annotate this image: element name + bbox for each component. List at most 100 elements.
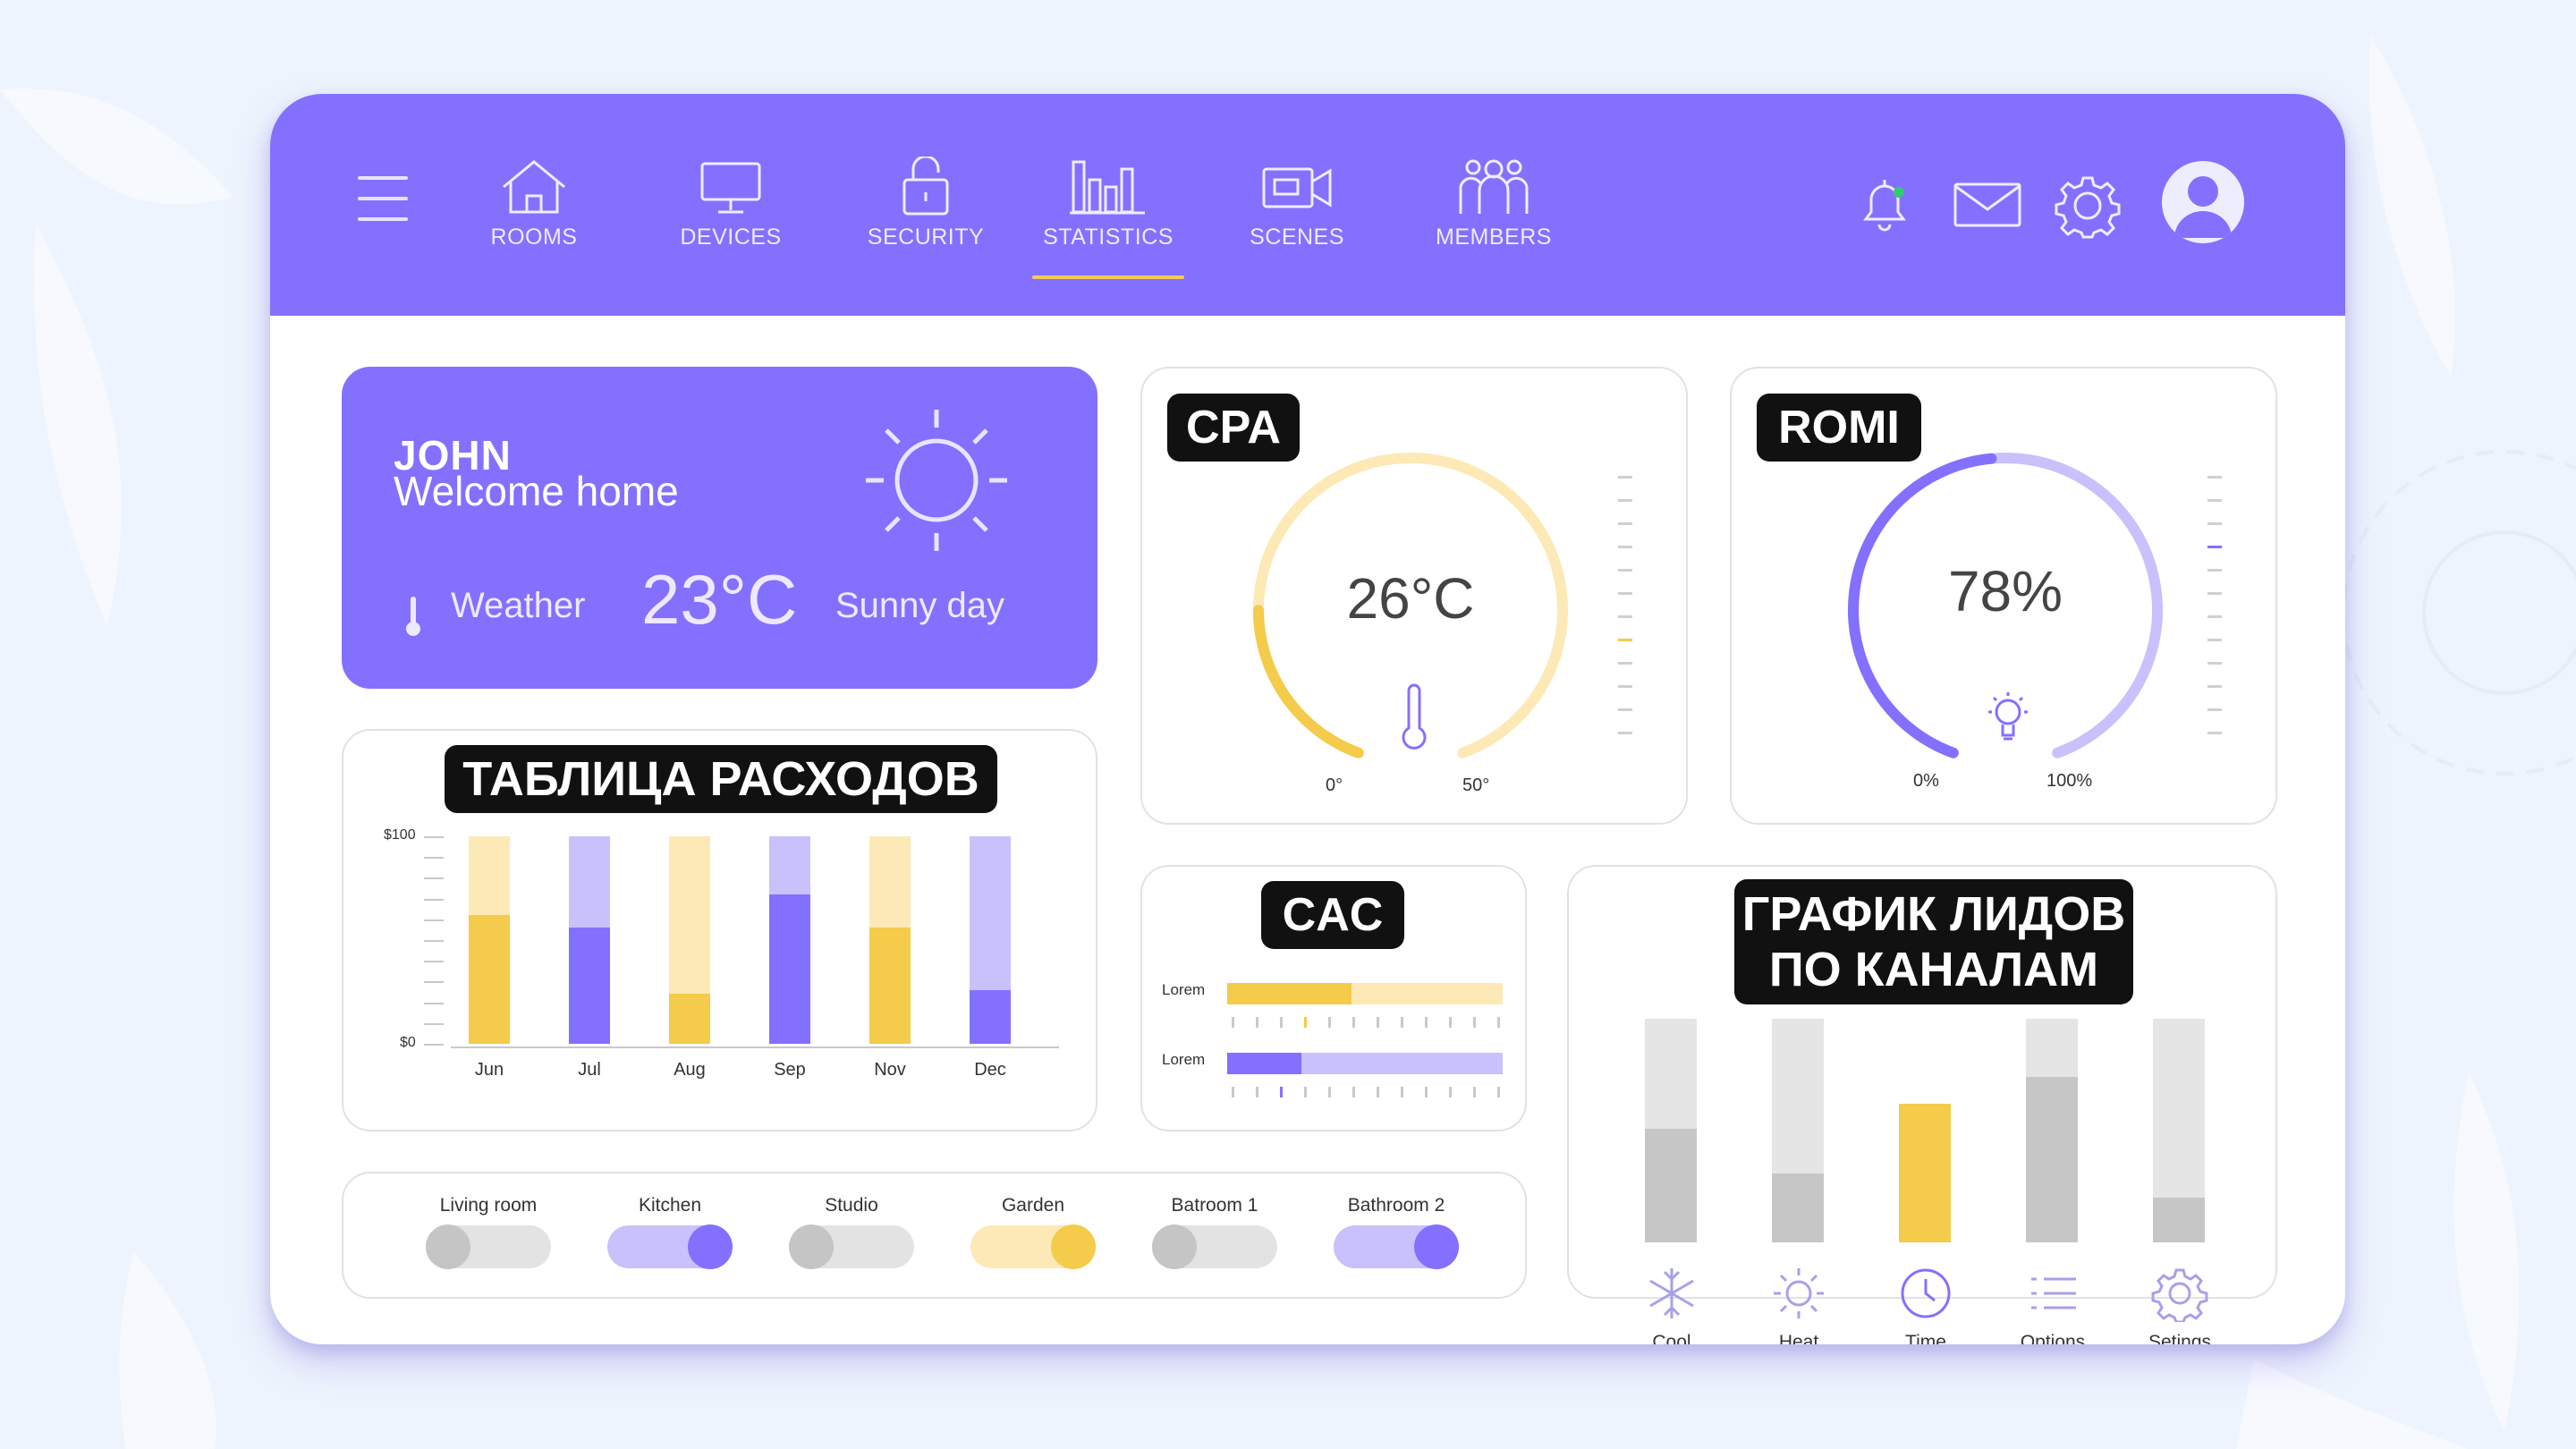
y-axis-tick — [424, 940, 444, 942]
scale-tick — [1618, 499, 1632, 502]
toggle-label: Batroom 1 — [1171, 1195, 1258, 1216]
cpa-tag: CPA — [1167, 394, 1300, 462]
nav-scenes[interactable]: SCENES — [1221, 157, 1373, 250]
cac-bar-fill — [1227, 983, 1352, 1004]
thermometer-icon — [406, 597, 420, 636]
mail-icon[interactable] — [1952, 179, 2023, 233]
nav-members[interactable]: MEMBERS — [1418, 157, 1570, 250]
cac-tick — [1377, 1017, 1379, 1028]
sun-icon — [1774, 1268, 1824, 1318]
x-axis-label: Jun — [474, 1060, 504, 1080]
toggle-knob — [789, 1224, 834, 1269]
nav-rooms[interactable]: ROOMS — [458, 157, 610, 250]
x-axis-label: Aug — [674, 1060, 706, 1080]
gear-icon — [2151, 1268, 2208, 1322]
scale-tick — [1618, 546, 1632, 548]
menu-icon[interactable] — [358, 176, 408, 221]
scale-tick — [2207, 662, 2222, 665]
bar-segment-top — [569, 836, 610, 928]
cac-tag: CAC — [1261, 881, 1404, 949]
scale-tick — [2207, 592, 2222, 595]
toggle-label: Garden — [1001, 1195, 1065, 1216]
gauge-fill — [1253, 605, 1364, 758]
rooms-toggle-panel: Living room Kitchen Studio Garden Batroom 1 B… — [342, 1172, 1527, 1299]
nav-devices[interactable]: DEVICES — [655, 157, 807, 250]
y-axis-max-label: $100 — [384, 827, 416, 843]
cac-tick — [1473, 1017, 1476, 1028]
bar-segment-bottom — [669, 994, 710, 1044]
control-label: Setings — [2148, 1332, 2212, 1344]
toggle-switch[interactable] — [1152, 1224, 1277, 1269]
users-icon — [1459, 159, 1529, 214]
toggle-label: Living room — [439, 1195, 538, 1216]
romi-tag: ROMI — [1757, 394, 1921, 462]
control-label: Options — [2020, 1332, 2086, 1344]
x-axis-label: Nov — [874, 1060, 906, 1080]
bell-icon[interactable] — [1853, 173, 1916, 235]
home-icon — [503, 160, 565, 214]
scale-tick — [1618, 522, 1632, 525]
x-axis-label: Jul — [578, 1060, 601, 1080]
toggle-knob — [688, 1224, 733, 1269]
nav-label: ROOMS — [490, 225, 578, 250]
bar-segment-top — [769, 836, 810, 894]
weather-temperature: 23°C — [641, 560, 798, 639]
toggle-switch[interactable] — [426, 1224, 551, 1269]
y-axis-tick — [424, 981, 444, 984]
toggle-switch[interactable] — [970, 1224, 1096, 1269]
avatar[interactable] — [2162, 161, 2244, 243]
toggle-switch[interactable] — [607, 1224, 733, 1269]
cac-bar-label: Lorem — [1162, 981, 1206, 998]
control-label: Heat — [1778, 1332, 1819, 1344]
video-camera-icon — [1262, 167, 1332, 208]
x-axis-label: Sep — [774, 1060, 806, 1080]
scale-tick — [2207, 522, 2222, 525]
toggle-knob — [1414, 1224, 1459, 1269]
cpa-min-label: 0° — [1326, 775, 1343, 795]
scale-tick — [2207, 546, 2222, 548]
control-heat[interactable]: Heat — [1745, 1265, 1852, 1344]
control-time[interactable]: Time — [1872, 1265, 1979, 1344]
nav-statistics[interactable]: STATISTICS — [1032, 157, 1184, 250]
scale-tick — [2207, 499, 2222, 502]
cac-tick — [1328, 1087, 1331, 1097]
settings-icon[interactable] — [2055, 173, 2121, 239]
sun-icon — [866, 410, 1007, 551]
nav-label: SCENES — [1250, 225, 1344, 250]
leads-panel: ГРАФИК ЛИДОВ ПО КАНАЛАМ Cool Heat Time Opti… — [1567, 865, 2277, 1344]
cpa-panel: CPA 26°C 0° 50° — [1140, 367, 1688, 825]
cac-tick — [1352, 1087, 1355, 1097]
cac-tick — [1304, 1017, 1307, 1028]
clock-icon — [1901, 1268, 1951, 1318]
active-tab-indicator — [1032, 275, 1184, 279]
cac-tick — [1280, 1017, 1283, 1028]
y-axis-tick — [424, 836, 444, 838]
lightbulb-icon — [1988, 692, 2028, 741]
control-cool[interactable]: Cool — [1618, 1265, 1725, 1344]
cac-bar-label: Lorem — [1162, 1051, 1206, 1068]
bar-segment-bottom — [769, 894, 810, 1044]
toggle-switch[interactable] — [789, 1224, 914, 1269]
scale-tick — [2207, 639, 2222, 641]
toggle-switch[interactable] — [1334, 1224, 1459, 1269]
bar-segment-bottom — [469, 915, 510, 1044]
welcome-panel: JOHN Welcome home Weather 23°C Sunny day — [342, 367, 1097, 689]
lock-icon — [902, 157, 949, 216]
y-axis-tick — [424, 1044, 444, 1046]
y-axis-tick — [424, 857, 444, 860]
control-options[interactable]: Options — [1999, 1265, 2106, 1344]
cac-tick — [1401, 1017, 1403, 1028]
bar-segment-bottom — [869, 928, 911, 1044]
bar-segment-top — [970, 836, 1011, 990]
control-setings[interactable]: Setings — [2126, 1265, 2233, 1344]
monitor-icon — [700, 162, 761, 214]
user-name: JOHN — [394, 432, 512, 479]
scale-tick — [1618, 708, 1632, 711]
scale-tick — [2207, 685, 2222, 688]
lead-bar — [1899, 1104, 1951, 1242]
y-axis-tick — [424, 919, 444, 921]
scale-tick — [2207, 708, 2222, 711]
expenses-panel: ТАБЛИЦА РАСХОДОВ $100 $0 Jun Jul Aug Sep Nov… — [342, 729, 1097, 1131]
nav-security[interactable]: SECURITY — [850, 157, 1002, 250]
